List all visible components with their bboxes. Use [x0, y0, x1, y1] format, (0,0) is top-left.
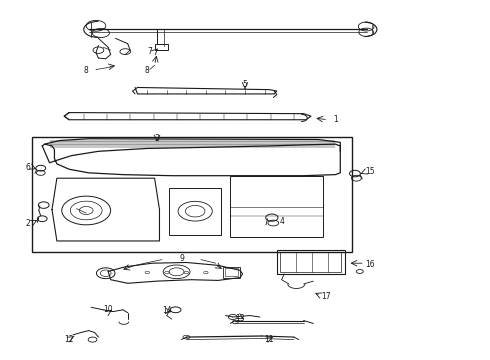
Text: 4: 4 [279, 217, 284, 226]
Text: 3: 3 [155, 134, 159, 143]
Text: 13: 13 [235, 314, 245, 323]
Text: 7: 7 [147, 48, 152, 57]
Text: 2: 2 [25, 219, 30, 228]
Bar [169, 188, 220, 234]
Bar [277, 249, 345, 274]
Text: 6: 6 [25, 163, 30, 172]
Text: 8: 8 [84, 66, 89, 75]
Bar [155, 44, 168, 50]
Bar [280, 252, 341, 272]
Text: 16: 16 [365, 260, 374, 269]
Text: 10: 10 [103, 305, 113, 314]
Text: 17: 17 [321, 292, 330, 301]
Bar [230, 176, 323, 237]
Bar [225, 268, 238, 276]
Text: 9: 9 [179, 254, 184, 263]
Text: 5: 5 [243, 80, 247, 89]
Text: 14: 14 [162, 306, 171, 315]
Text: 12: 12 [64, 335, 74, 344]
Bar [223, 267, 240, 278]
Text: 15: 15 [365, 167, 374, 176]
Text: 11: 11 [265, 335, 274, 344]
Bar [32, 137, 352, 252]
Text: 8: 8 [145, 66, 149, 75]
Text: 1: 1 [333, 115, 338, 124]
